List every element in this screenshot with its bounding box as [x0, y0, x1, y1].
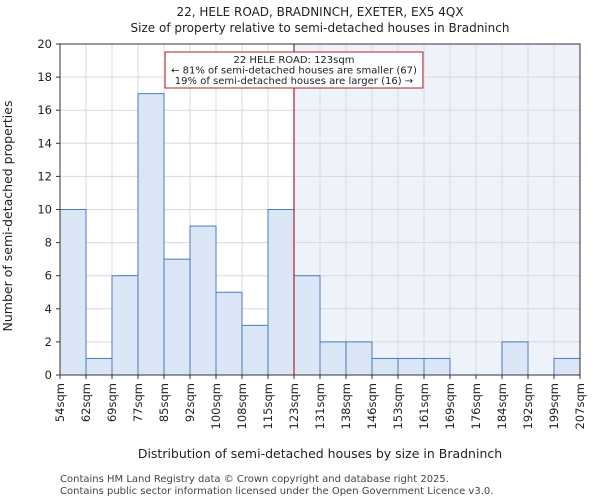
bar-92sqm	[189, 225, 217, 376]
x-tick-label: 85sqm	[157, 383, 171, 422]
x-axis-title: Distribution of semi-detached houses by …	[138, 446, 502, 461]
bar-161sqm	[423, 357, 451, 376]
y-tick-label: 0	[45, 368, 52, 382]
x-tick-label: 69sqm	[105, 383, 119, 422]
x-tick-label: 108sqm	[235, 383, 249, 429]
bar-138sqm	[345, 341, 373, 376]
annotation-line-3: 19% of semi-detached houses are larger (…	[175, 76, 413, 87]
x-tick-label: 153sqm	[391, 383, 405, 429]
annotation-box: 22 HELE ROAD: 123sqm ← 81% of semi-detac…	[164, 51, 424, 89]
bar-100sqm	[215, 291, 243, 376]
bar-131sqm	[319, 341, 347, 376]
y-tick-label: 16	[37, 103, 52, 117]
bar-77sqm	[137, 93, 165, 376]
x-tick-label: 62sqm	[79, 383, 93, 422]
footer-line-2: Contains public sector information licen…	[60, 486, 493, 497]
x-tick-label: 192sqm	[521, 383, 535, 429]
annotation-line-1: 22 HELE ROAD: 123sqm	[234, 55, 355, 66]
x-tick-label: 207sqm	[573, 383, 587, 429]
x-tick-label: 146sqm	[365, 383, 379, 429]
x-tick-label: 123sqm	[287, 383, 301, 429]
y-tick-label: 18	[37, 70, 52, 84]
y-tick-label: 2	[45, 335, 52, 349]
y-axis-ticks: 0 2 4 6 8 10 12 14 16 18 20	[37, 37, 60, 382]
x-axis-ticks: 54sqm 62sqm 69sqm 77sqm 85sqm 92sqm 100sqm 108s…	[53, 375, 587, 429]
bar-69sqm	[111, 275, 139, 376]
bar-108sqm	[241, 324, 269, 376]
bar-146sqm	[371, 357, 399, 376]
bar-62sqm	[85, 357, 113, 376]
x-tick-label: 131sqm	[313, 383, 327, 429]
x-tick-label: 100sqm	[209, 383, 223, 429]
chart-subtitle: Size of property relative to semi-detach…	[131, 21, 510, 35]
chart-title: 22, HELE ROAD, BRADNINCH, EXETER, EX5 4Q…	[176, 5, 463, 19]
bar-85sqm	[163, 258, 191, 376]
x-tick-label: 54sqm	[53, 383, 67, 422]
bar-199sqm	[553, 357, 581, 376]
bar-115sqm	[267, 209, 295, 376]
x-tick-label: 184sqm	[495, 383, 509, 429]
x-tick-label: 161sqm	[417, 383, 431, 429]
y-tick-label: 4	[45, 302, 52, 316]
x-tick-label: 92sqm	[183, 383, 197, 422]
bar-184sqm	[501, 341, 529, 376]
x-tick-label: 176sqm	[469, 383, 483, 429]
y-tick-label: 6	[45, 269, 52, 283]
bar-123sqm	[293, 275, 321, 376]
bar-54sqm	[59, 209, 87, 376]
x-tick-label: 199sqm	[547, 383, 561, 429]
bars	[59, 93, 581, 376]
x-tick-label: 115sqm	[261, 383, 275, 429]
y-tick-label: 20	[37, 37, 52, 51]
x-tick-label: 169sqm	[443, 383, 457, 429]
footer-line-1: Contains HM Land Registry data © Crown c…	[60, 474, 449, 485]
annotation-line-2: ← 81% of semi-detached houses are smalle…	[171, 66, 417, 77]
y-tick-label: 12	[37, 169, 52, 183]
y-axis-title: Number of semi-detached properties	[0, 101, 15, 332]
x-tick-label: 138sqm	[339, 383, 353, 429]
y-tick-label: 10	[37, 203, 52, 217]
y-tick-label: 8	[45, 236, 52, 250]
bar-153sqm	[397, 357, 425, 376]
y-tick-label: 14	[37, 136, 52, 150]
x-tick-label: 77sqm	[131, 383, 145, 422]
